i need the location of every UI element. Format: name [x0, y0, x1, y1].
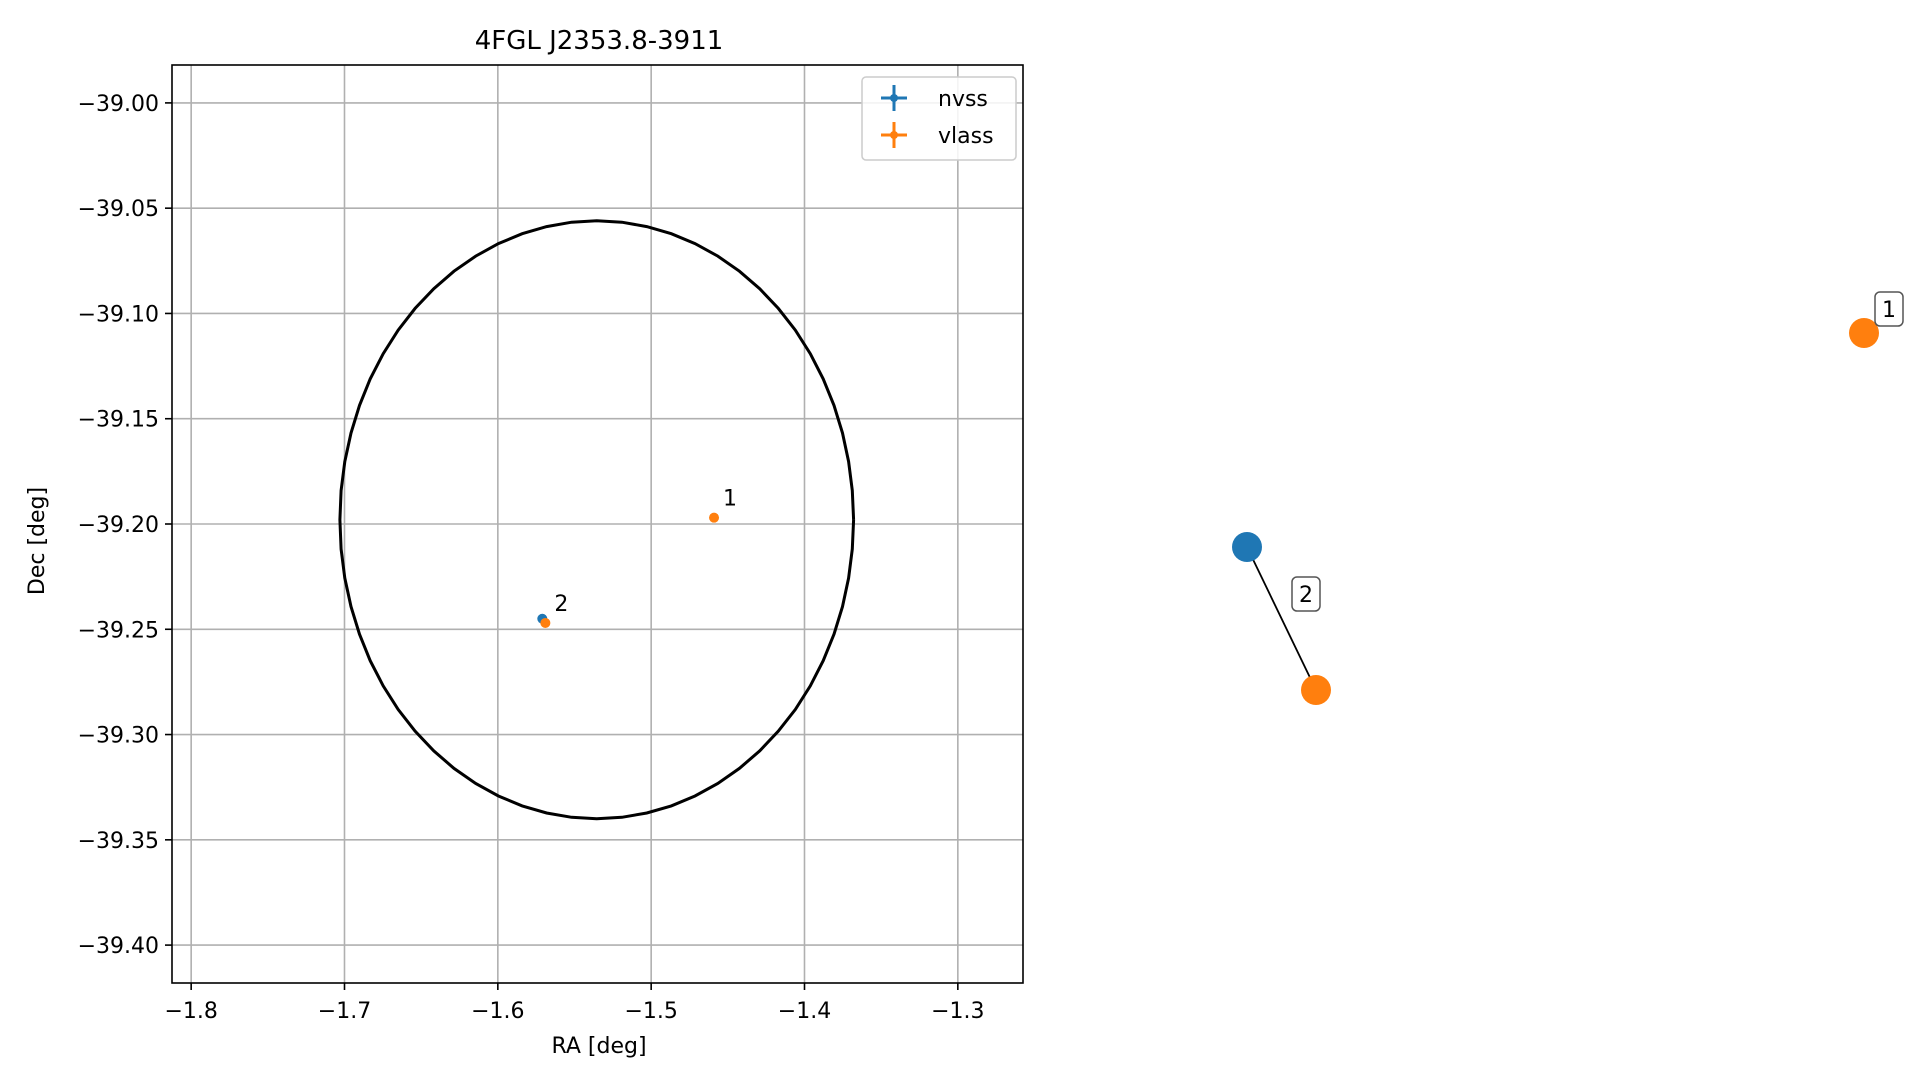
point-annotation: 1	[723, 487, 737, 512]
edge-label-box	[1291, 576, 1321, 612]
y-tick-label: −39.05	[78, 197, 159, 222]
edge-label: 2	[1299, 583, 1313, 608]
match-graph: 21	[1232, 291, 1904, 705]
x-tick-label: −1.7	[318, 999, 371, 1024]
y-tick-label: −39.30	[78, 724, 159, 749]
y-tick-label: −39.15	[78, 408, 159, 433]
point-annotation: 2	[554, 592, 568, 617]
node-label-box	[1874, 291, 1904, 327]
y-axis-label: Dec [deg]	[25, 487, 50, 595]
x-tick-label: −1.8	[164, 999, 217, 1024]
legend-label-vlass: vlass	[938, 124, 994, 149]
legend-label-nvss: nvss	[938, 87, 988, 112]
node-label: 1	[1882, 298, 1896, 323]
graph-node-vlass-2	[1301, 675, 1331, 705]
legend-vlass-dot	[890, 131, 898, 139]
legend: nvss vlass	[861, 76, 1017, 161]
plot-area: −1.8 −1.7 −1.6 −1.5 −1.4 −1.3 −39.00 −39.05 −39.…	[78, 64, 1024, 1024]
plot-frame	[171, 64, 1024, 984]
x-tick-label: −1.5	[624, 999, 677, 1024]
x-tick-label: −1.6	[471, 999, 524, 1024]
graph-node-nvss-2	[1232, 532, 1262, 562]
graph-node-vlass-1	[1849, 318, 1879, 348]
graph-edge	[1246, 546, 1317, 691]
y-tick-label: −39.10	[78, 302, 159, 327]
y-tick-label: −39.35	[78, 829, 159, 854]
chart-title: 4FGL J2353.8-3911	[475, 26, 724, 56]
vlass-point	[709, 512, 720, 523]
x-tick-label: −1.4	[778, 999, 831, 1024]
error-ellipse	[338, 219, 856, 821]
y-tick-label: −39.40	[78, 934, 159, 959]
y-tick-label: −39.25	[78, 618, 159, 643]
y-tick-label: −39.20	[78, 513, 159, 538]
vlass-point	[540, 617, 551, 628]
x-axis-label: RA [deg]	[551, 1034, 646, 1059]
y-tick-label: −39.00	[78, 92, 159, 117]
legend-nvss-dot	[890, 94, 898, 102]
x-tick-label: −1.3	[931, 999, 984, 1024]
